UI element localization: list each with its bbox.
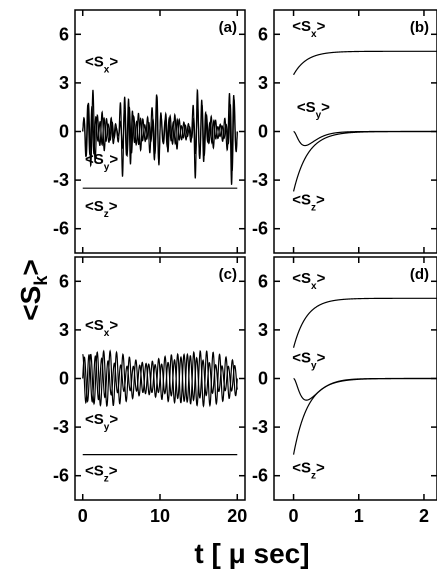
panel-a: 6 3 0 -3 -6 (a) <Sx> <Sy> <Sz>	[53, 9, 246, 254]
y-tick-label: 3	[258, 73, 268, 93]
series-line-3	[292, 130, 437, 192]
series-annotation: <Sy>	[292, 349, 325, 371]
series-line-2	[293, 377, 437, 401]
series-annotation: <Sx>	[85, 54, 118, 76]
x-axis-label: t [ μ sec]	[194, 538, 309, 569]
x-tick-label: 2	[419, 506, 429, 526]
series-line-2	[82, 94, 238, 171]
y-tick-label: 3	[59, 320, 69, 340]
series-annotation: <Sx>	[292, 18, 325, 40]
series-line-1	[292, 297, 437, 348]
y-axis-label: <Sk>	[15, 259, 51, 320]
y-tick-label: 3	[59, 73, 69, 93]
y-tick-label: -6	[53, 466, 69, 486]
y-tick-label: 6	[258, 271, 268, 291]
y-tick-label: -6	[252, 466, 268, 486]
y-tick-label: -6	[53, 219, 69, 239]
series-line-3	[292, 377, 437, 455]
x-tick-label: 0	[78, 506, 88, 526]
y-tick-label: 6	[59, 271, 69, 291]
y-tick-label: -6	[252, 219, 268, 239]
y-tick-label: -3	[53, 170, 69, 190]
series-line-2	[82, 352, 238, 405]
series-annotation: <Sy>	[85, 411, 118, 433]
x-tick-label: 1	[354, 506, 364, 526]
y-tick-label: 0	[59, 369, 69, 389]
y-tick-label: -3	[252, 170, 268, 190]
series-annotation: <Sz>	[292, 459, 325, 481]
y-tick-label: -3	[252, 417, 268, 437]
panel-c: 6 3 0 -3 -6 0 10 20 (c) <Sx> <Sy> <Sz>	[53, 256, 247, 526]
series-annotation: <Sy>	[297, 99, 330, 121]
y-tick-label: -3	[53, 417, 69, 437]
panel-b: 6 3 0 -3 -6 (b) <Sx> <Sy> <Sz>	[252, 9, 437, 254]
y-tick-label: 3	[258, 320, 268, 340]
y-axis-label-close: >	[15, 259, 46, 275]
panel-label: (a)	[219, 19, 237, 36]
series-annotation: <Sx>	[85, 317, 118, 339]
y-tick-label: 0	[258, 122, 268, 142]
series-annotation: <Sz>	[292, 191, 325, 213]
x-tick-label: 20	[227, 506, 247, 526]
y-axis-label-sub: k	[31, 275, 51, 286]
panel-label: (c)	[219, 266, 237, 283]
series-line-1	[293, 50, 437, 76]
series-annotation: <Sz>	[85, 463, 118, 485]
series-annotation: <Sx>	[292, 270, 325, 292]
x-tick-label: 10	[150, 506, 170, 526]
y-axis-label-main: <S	[15, 286, 46, 321]
series-annotation: <Sy>	[85, 151, 118, 173]
y-tick-label: 0	[258, 369, 268, 389]
panel-d: 6 3 0 -3 -6 0 1 2 (d) <Sx> <Sy> <Sz>	[252, 256, 437, 526]
series-annotation: <Sz>	[85, 198, 118, 220]
panel-label: (d)	[410, 266, 429, 283]
panel-label: (b)	[410, 19, 429, 36]
y-tick-label: 0	[59, 122, 69, 142]
series-line-2	[293, 130, 437, 147]
x-tick-label: 0	[289, 506, 299, 526]
panels-group: 6 3 0 -3 -6 (a) <Sx> <Sy> <Sz> 6 3 0 -3 -6 (b) <Sx> <Sy>…	[53, 9, 437, 526]
y-tick-label: 6	[59, 24, 69, 44]
y-tick-label: 6	[258, 24, 268, 44]
